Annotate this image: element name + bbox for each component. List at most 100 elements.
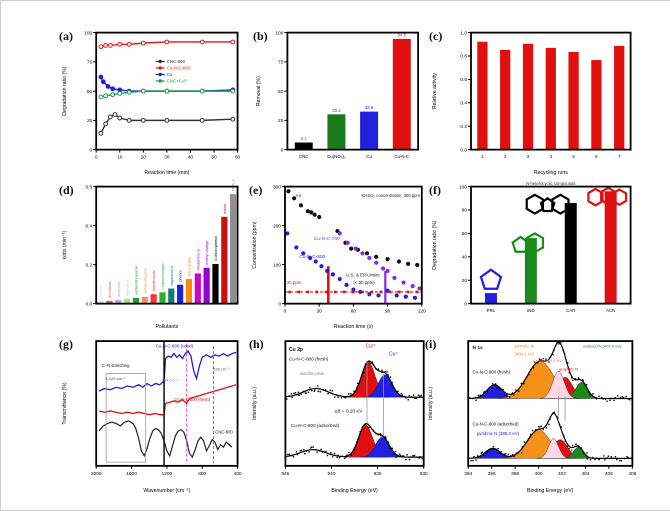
svg-text:Cu²⁺: Cu²⁺ [365, 344, 376, 350]
svg-text:Cu⁺: Cu⁺ [389, 352, 398, 358]
svg-text:1,120 cm⁻¹: 1,120 cm⁻¹ [106, 376, 127, 381]
svg-text:406: 406 [605, 471, 613, 477]
svg-text:Cu-N-C-800 (fresh): Cu-N-C-800 (fresh) [289, 357, 329, 362]
svg-text:methyl orange: methyl orange [205, 241, 209, 265]
svg-text:804 cm⁻¹: 804 cm⁻¹ [161, 378, 178, 383]
svg-text:30.2: 30.2 [332, 108, 341, 113]
svg-text:2000: 2000 [91, 471, 102, 477]
svg-text:Cu: Cu [366, 154, 372, 159]
svg-text:50: 50 [87, 89, 93, 95]
svg-text:Degradation ratio (%): Degradation ratio (%) [62, 66, 68, 116]
svg-text:0: 0 [281, 147, 284, 153]
svg-text:1.0: 1.0 [460, 30, 467, 36]
svg-text:0.0: 0.0 [460, 147, 467, 153]
svg-text:0.6: 0.6 [86, 184, 93, 190]
svg-text:Cu-N-C-800 (used): Cu-N-C-800 (used) [156, 344, 194, 349]
svg-text:Binding Energy (eV): Binding Energy (eV) [527, 488, 574, 494]
panel-d: (d) atrazine diclofenac ibuprofen naproxen s… [59, 179, 245, 331]
svg-text:PRL: PRL [487, 308, 496, 313]
svg-text:398: 398 [511, 471, 519, 477]
svg-text:ibuprofen: ibuprofen [117, 281, 121, 297]
svg-text:Cu-N-C-800 (fresh): Cu-N-C-800 (fresh) [174, 397, 210, 402]
svg-text:U.S. & EPA limits: U.S. & EPA limits [346, 272, 380, 277]
svg-text:Concentration (ppm): Concentration (ppm) [252, 221, 258, 269]
svg-text:Pollutants: Pollutants [155, 324, 178, 330]
panel-c: (c) 1 2 3 4 5 6 7 0.0 0.2 0.4 0.6 0.8 1.0 Recycling r… [429, 25, 639, 177]
panel-g-label: (g) [59, 337, 73, 351]
svg-text:KHSO₅ concentration: 300 ppm: KHSO₅ concentration: 300 ppm [362, 193, 421, 198]
svg-text:0: 0 [284, 309, 287, 315]
svg-text:0.2: 0.2 [86, 262, 93, 268]
svg-text:200: 200 [273, 223, 281, 229]
svg-text:400: 400 [535, 471, 543, 477]
svg-text:25: 25 [278, 118, 284, 124]
panel-g-chart: 2000 1600 1200 800 400 Wavenumber (cm⁻¹) Trans… [62, 340, 242, 494]
svg-text:20: 20 [141, 155, 147, 161]
svg-text:rhodamine B: rhodamine B [196, 248, 200, 270]
svg-text:945: 945 [281, 471, 289, 477]
panel-g: (g) 2000 1600 1200 800 400 Wavenumber (cm⁻¹) T… [59, 333, 245, 495]
svg-text:3: 3 [527, 154, 530, 159]
svg-text:Cu-N-C-800 (adsorbed): Cu-N-C-800 (adsorbed) [291, 423, 340, 428]
panel-a-label: (a) [59, 29, 73, 43]
svg-text:atrazine: atrazine [99, 285, 103, 299]
panel-f-chart: PRL IND CAR ACR 0 20 40 60 80 100 Degradation rati… [432, 181, 632, 313]
svg-text:0.8: 0.8 [460, 54, 467, 60]
svg-text:Cu-N-C: Cu-N-C [394, 154, 409, 159]
svg-text:CNC-800: CNC-800 [167, 59, 186, 64]
panel-i-label: (i) [425, 337, 437, 351]
svg-text:CAR: CAR [566, 308, 575, 313]
panel-a-chart: 0 10 20 30 40 50 60 0 25 50 75 100 Reaction time (mi… [62, 30, 241, 176]
svg-text:Reaction time (s): Reaction time (s) [334, 324, 373, 330]
svg-text:620 cm⁻¹: 620 cm⁻¹ [213, 366, 230, 371]
svg-text:930: 930 [420, 471, 428, 477]
svg-text:1600: 1600 [126, 471, 137, 477]
svg-text:50: 50 [211, 155, 217, 161]
svg-text:75: 75 [278, 60, 284, 66]
svg-text:graphitic N: graphitic N [559, 366, 578, 371]
svg-text:CNC: CNC [299, 154, 309, 159]
svg-text:sulfamethoxazole: sulfamethoxazole [135, 265, 139, 295]
panel-c-chart: 1 2 3 4 5 6 7 0.0 0.2 0.4 0.6 0.8 1.0 Recycling runs R… [432, 30, 632, 176]
panel-i: (i) 394 396 398 400 402 404 406 408 Binding Ener… [425, 333, 641, 495]
panel-e: (e) 0 30 60 90 120 0 100 200 300 Reaction time (s… [249, 179, 429, 331]
svg-text:ACR: ACR [606, 308, 615, 313]
panel-h-label: (h) [249, 337, 264, 351]
svg-text:N-heterocyclic compounds: N-heterocyclic compounds [526, 181, 575, 186]
svg-text:Cu-N-C-800 (adsorbed): Cu-N-C-800 (adsorbed) [473, 421, 520, 426]
svg-text:Degradation ratio (%): Degradation ratio (%) [432, 220, 438, 270]
svg-text:PMS only: PMS only [232, 179, 236, 191]
svg-text:2: 2 [504, 154, 507, 159]
svg-text:Recycling runs: Recycling runs [534, 170, 568, 176]
svg-text:carbamazepine: carbamazepine [161, 263, 165, 289]
svg-text:tetracycline: tetracycline [188, 257, 192, 276]
svg-text:0: 0 [464, 301, 467, 307]
svg-text:80: 80 [462, 208, 468, 214]
svg-text:Intensity (a.u.): Intensity (a.u.) [428, 387, 434, 420]
svg-text:(< 30 ppm): (< 30 ppm) [353, 280, 375, 285]
svg-text:IND: IND [527, 308, 535, 313]
svg-text:Δδ = 0.20 eV: Δδ = 0.20 eV [335, 408, 364, 414]
svg-text:400: 400 [234, 471, 242, 477]
svg-text:trimethoprim: trimethoprim [152, 270, 156, 291]
panel-b-chart: 6.1 CNC 30.2 Cu(NO₃)₂ 32.5 Cu 94.6 Cu-N-C 0 25 50 7… [256, 30, 420, 159]
svg-text:kobs (min⁻¹): kobs (min⁻¹) [62, 231, 68, 260]
svg-text:30 ppm: 30 ppm [287, 280, 302, 285]
panel-d-label: (d) [59, 183, 74, 197]
svg-text:1200: 1200 [162, 471, 173, 477]
svg-text:90: 90 [385, 309, 391, 315]
svg-text:bisphenol A: bisphenol A [170, 265, 174, 285]
svg-text:Relative activity: Relative activity [432, 73, 438, 109]
svg-text:0: 0 [278, 301, 281, 307]
svg-text:pyridinic N (398.3 eV): pyridinic N (398.3 eV) [477, 431, 520, 436]
panel-f-label: (f) [429, 183, 441, 197]
svg-text:6: 6 [595, 154, 598, 159]
svg-text:0.4: 0.4 [86, 223, 93, 229]
svg-text:Air: Air [296, 193, 302, 198]
svg-text:Reaction time (min): Reaction time (min) [144, 170, 189, 176]
svg-text:0: 0 [95, 155, 98, 161]
svg-text:40: 40 [462, 255, 468, 261]
svg-text:1: 1 [481, 154, 484, 159]
svg-text:Cu-N-C-800 (fresh): Cu-N-C-800 (fresh) [473, 370, 511, 375]
